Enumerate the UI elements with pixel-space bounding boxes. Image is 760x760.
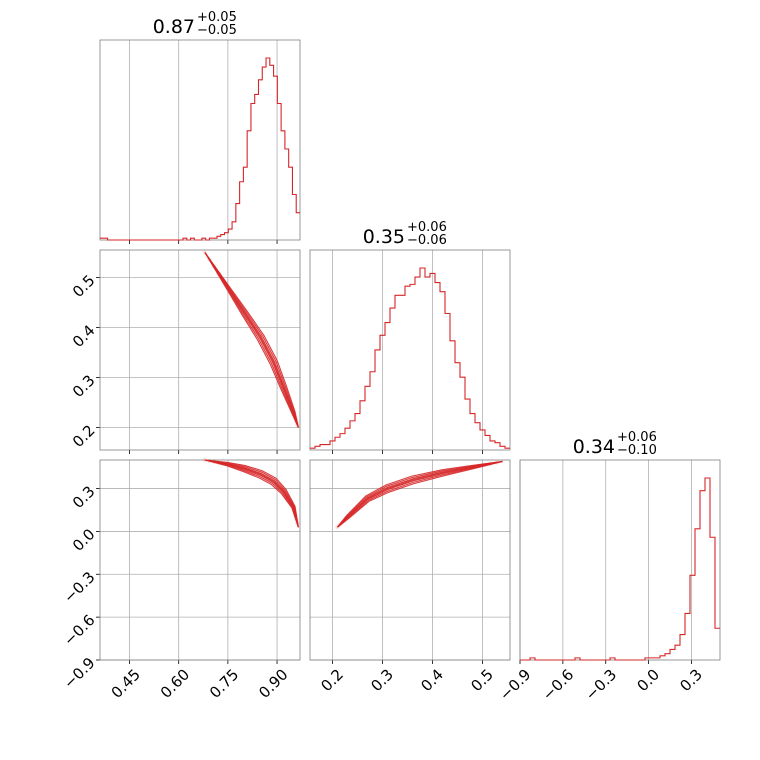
y-tick-label: 0.5 <box>69 271 99 301</box>
contour-line-1 <box>204 459 299 528</box>
y-tick-label: −0.6 <box>60 611 98 649</box>
contour-line-2 <box>337 460 503 528</box>
y-tick-label: −0.3 <box>60 568 98 606</box>
panel-title-value: 0.35 <box>363 226 405 248</box>
x-tick-label: 0.75 <box>206 666 242 702</box>
histogram-1 <box>310 267 510 449</box>
contour-line-0 <box>204 252 299 428</box>
panel-title-value: 0.87 <box>153 16 195 38</box>
panel-frame <box>309 249 511 451</box>
contour-line-0 <box>204 252 299 428</box>
contour-line-1 <box>204 459 299 528</box>
x-tick-label: 0.2 <box>317 666 347 696</box>
x-tick-label: 0.3 <box>367 666 397 696</box>
panel-title-plus: +0.06 <box>407 220 447 235</box>
y-tick-label: 0.4 <box>69 321 99 351</box>
panel-frame <box>99 39 301 241</box>
x-tick-label: 0.90 <box>255 666 291 702</box>
contour-line-1 <box>204 459 299 528</box>
y-tick-label: 0.0 <box>69 525 99 555</box>
y-tick-label: −0.9 <box>60 654 98 692</box>
panel-title-plus: +0.05 <box>197 10 237 25</box>
x-tick-label: 0.60 <box>157 666 193 702</box>
x-tick-label: 0.0 <box>633 666 663 696</box>
x-tick-label: 0.45 <box>108 666 144 702</box>
contour-line-0 <box>204 252 299 428</box>
x-tick-label: −0.3 <box>582 666 620 704</box>
x-tick-label: −0.9 <box>496 666 534 704</box>
contour-line-2 <box>337 460 503 528</box>
contour-line-0 <box>204 252 299 428</box>
contour-line-0 <box>204 252 299 428</box>
x-tick-label: −0.6 <box>539 666 577 704</box>
y-tick-label: 0.3 <box>69 371 99 401</box>
contour-line-2 <box>337 460 503 528</box>
panel-title-plus: +0.06 <box>617 430 657 445</box>
y-tick-label: 0.3 <box>69 482 99 512</box>
contour-line-2 <box>337 460 503 528</box>
panel-title-minus: −0.06 <box>407 233 447 248</box>
x-tick-label: 0.4 <box>417 666 447 696</box>
y-tick-label: 0.2 <box>69 421 99 451</box>
contour-line-0 <box>204 252 299 428</box>
contour-line-1 <box>204 459 299 528</box>
histogram-2 <box>520 477 720 661</box>
contour-line-2 <box>337 460 503 528</box>
panel-frame <box>309 459 511 661</box>
panel-title-value: 0.34 <box>573 436 615 458</box>
panel-frame <box>99 459 301 661</box>
contour-line-2 <box>337 460 503 528</box>
histogram-0 <box>100 57 300 241</box>
panel-title-minus: −0.05 <box>197 23 237 38</box>
contour-line-2 <box>337 460 503 528</box>
x-tick-label: 0.3 <box>676 666 706 696</box>
panel-frame <box>99 249 301 451</box>
panel-frame <box>519 459 721 661</box>
x-tick-label: 0.5 <box>467 666 497 696</box>
panel-title-minus: −0.10 <box>617 443 657 458</box>
contour-line-1 <box>204 459 299 528</box>
contour-line-0 <box>204 252 299 428</box>
